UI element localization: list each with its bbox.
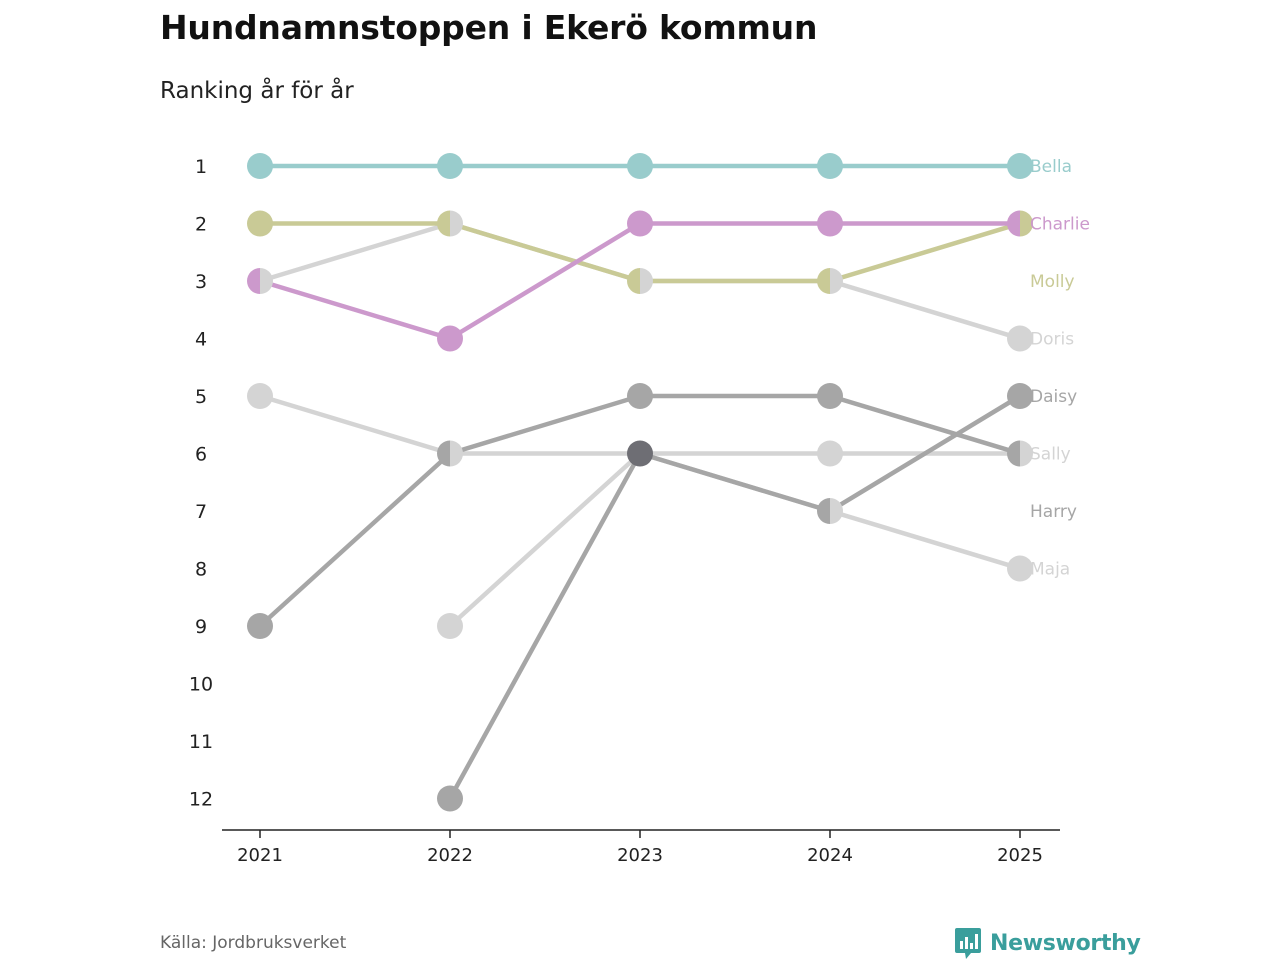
point-sally bbox=[817, 440, 843, 467]
point-molly-half bbox=[627, 268, 640, 294]
point-molly-half bbox=[817, 268, 830, 294]
point-doris-half bbox=[640, 268, 653, 294]
point-maja-sally-harry bbox=[627, 440, 653, 467]
point-daisy-half bbox=[437, 440, 450, 467]
x-tick-label: 2021 bbox=[237, 845, 283, 866]
x-tick-label: 2023 bbox=[617, 845, 663, 866]
brand[interactable]: Newsworthy bbox=[954, 926, 1141, 960]
end-labels: Bella Charlie Molly Doris Daisy Sally Harry Maj… bbox=[1030, 157, 1090, 580]
x-tick-label: 2024 bbox=[807, 845, 853, 866]
end-label-molly: Molly bbox=[1030, 272, 1075, 292]
point-bella bbox=[247, 153, 273, 179]
point-sally-half bbox=[450, 440, 464, 467]
y-tick-label: 3 bbox=[195, 271, 207, 293]
y-tick-label: 10 bbox=[189, 674, 213, 696]
point-charlie bbox=[817, 210, 843, 237]
x-tick-label: 2025 bbox=[997, 845, 1043, 866]
x-axis: 2021 2022 2023 2024 2025 bbox=[237, 830, 1043, 866]
series-line-harry bbox=[448, 394, 1022, 800]
end-label-charlie: Charlie bbox=[1030, 215, 1090, 235]
point-harry bbox=[1007, 383, 1033, 409]
point-charlie bbox=[627, 210, 653, 237]
y-tick-label: 12 bbox=[189, 789, 213, 811]
point-maja bbox=[1007, 555, 1033, 582]
series-points bbox=[247, 153, 1033, 812]
point-daisy bbox=[817, 383, 843, 409]
y-tick-label: 4 bbox=[195, 329, 207, 351]
point-maja bbox=[437, 613, 463, 639]
point-doris-half bbox=[260, 268, 273, 294]
y-tick-label: 9 bbox=[195, 616, 207, 638]
y-tick-label: 6 bbox=[195, 444, 207, 466]
end-label-maja: Maja bbox=[1030, 560, 1070, 580]
chart-subtitle: Ranking år för år bbox=[160, 78, 354, 104]
point-molly bbox=[247, 210, 273, 237]
point-doris-half bbox=[830, 268, 843, 294]
y-tick-label: 5 bbox=[195, 386, 207, 408]
chart-title: Hundnamnstoppen i Ekerö kommun bbox=[160, 8, 818, 47]
point-maja-half bbox=[830, 498, 843, 524]
end-label-sally: Sally bbox=[1030, 445, 1071, 465]
y-tick-label: 2 bbox=[195, 214, 207, 236]
point-bella bbox=[627, 153, 653, 179]
source-note: Källa: Jordbruksverket bbox=[160, 933, 347, 953]
end-label-daisy: Daisy bbox=[1030, 387, 1077, 407]
point-doris-half bbox=[450, 210, 464, 237]
point-daisy bbox=[627, 383, 653, 409]
point-doris bbox=[1007, 325, 1033, 352]
point-bella bbox=[1007, 153, 1033, 179]
point-sally bbox=[247, 383, 273, 409]
point-charlie-half bbox=[1007, 210, 1020, 237]
point-molly-half bbox=[1020, 210, 1033, 237]
point-sally-half bbox=[1020, 440, 1033, 467]
series-line-maja bbox=[448, 451, 1021, 628]
point-charlie bbox=[437, 325, 463, 352]
series-lines bbox=[258, 163, 1022, 800]
point-harry-half bbox=[817, 498, 830, 524]
point-bella bbox=[817, 153, 843, 179]
y-tick-label: 11 bbox=[189, 731, 213, 753]
y-tick-label: 8 bbox=[195, 559, 207, 581]
point-charlie-half bbox=[247, 268, 260, 294]
point-daisy bbox=[247, 613, 273, 639]
point-daisy-half bbox=[1007, 440, 1020, 467]
point-bella bbox=[437, 153, 463, 179]
point-molly-half bbox=[437, 210, 450, 237]
brand-name: Newsworthy bbox=[990, 930, 1141, 956]
x-tick-label: 2022 bbox=[427, 845, 473, 866]
end-label-bella: Bella bbox=[1030, 157, 1072, 177]
y-tick-label: 1 bbox=[195, 156, 207, 178]
point-harry bbox=[437, 785, 463, 812]
end-label-doris: Doris bbox=[1030, 330, 1074, 350]
end-label-harry: Harry bbox=[1030, 502, 1077, 522]
newsworthy-logo-icon bbox=[955, 928, 981, 959]
y-tick-label: 7 bbox=[195, 501, 207, 523]
